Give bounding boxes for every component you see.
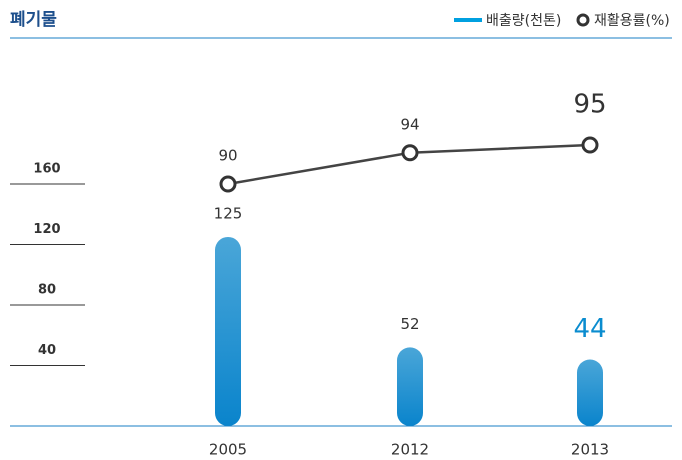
x-tick-label: 2005: [209, 441, 247, 459]
y-tick-label: 40: [38, 343, 56, 358]
x-tick-label: 2012: [391, 441, 429, 459]
legend-label: 재활용률(%): [594, 13, 670, 29]
line-point: [581, 136, 599, 154]
line-value-label: 90: [218, 147, 237, 165]
line-value-label: 94: [400, 115, 419, 133]
bar-value-label: 44: [573, 314, 606, 344]
legend-label: 배출량(천톤): [486, 13, 561, 29]
legend-line-marker: [576, 13, 590, 27]
line-point: [219, 175, 237, 193]
chart-title: 폐기물: [10, 10, 57, 30]
y-tick-label: 120: [33, 222, 60, 237]
y-tick-label: 80: [38, 283, 56, 298]
bar-value-label: 125: [214, 204, 243, 222]
x-tick-label: 2013: [571, 441, 609, 459]
bar: [577, 359, 603, 426]
y-tick-label: 160: [33, 162, 60, 177]
line-value-label: 95: [573, 89, 606, 119]
bar-value-label: 52: [400, 315, 419, 333]
bar: [397, 347, 423, 426]
line-point: [401, 144, 419, 162]
bar: [215, 236, 241, 426]
